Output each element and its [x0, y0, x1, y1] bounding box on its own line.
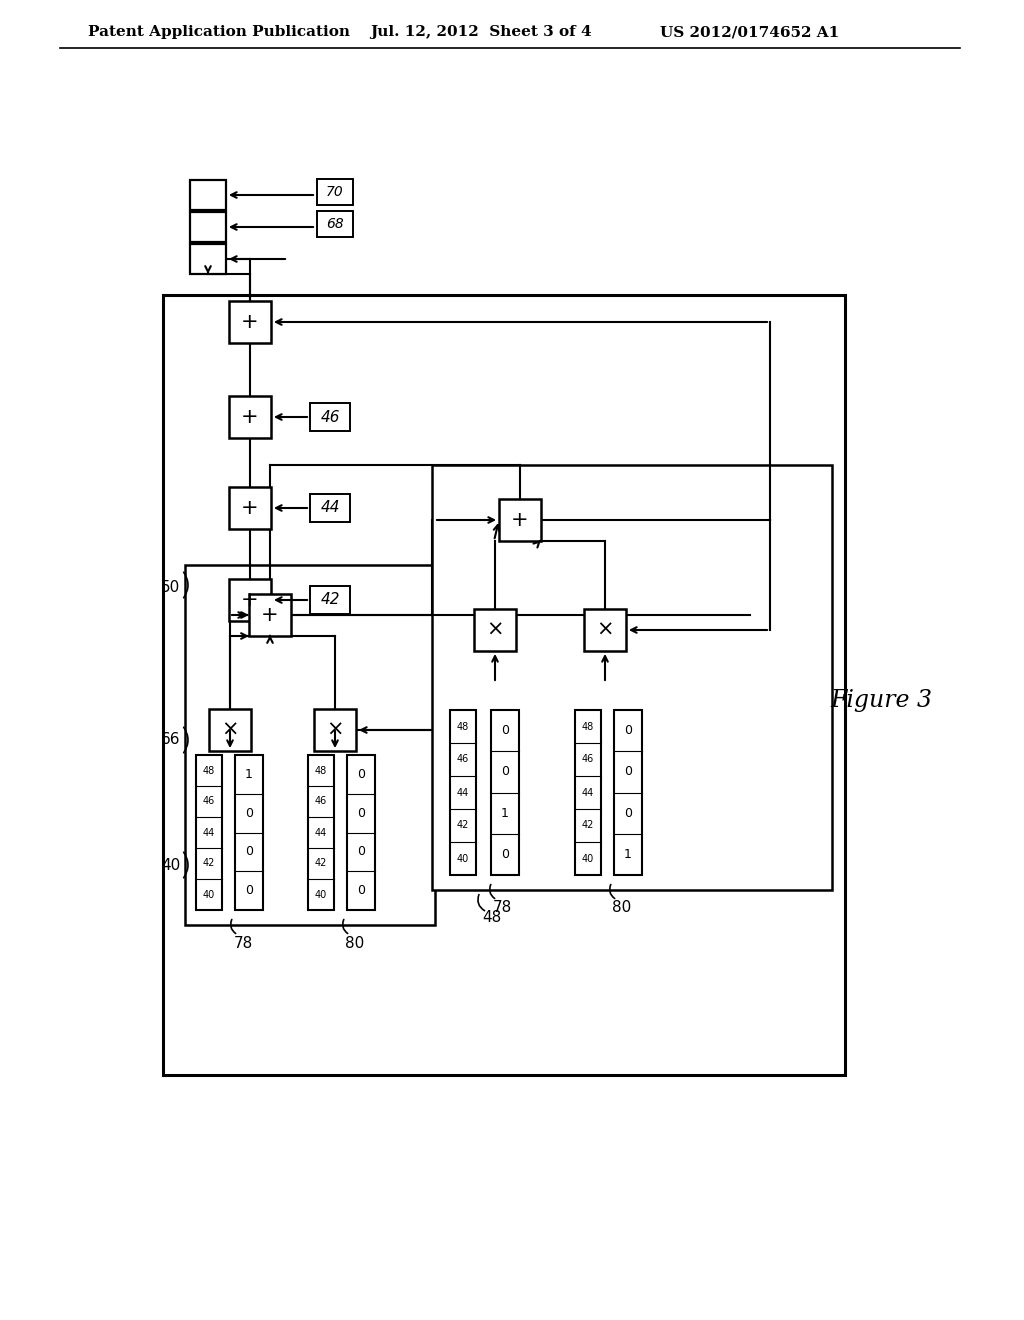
Text: +: + — [511, 510, 528, 531]
Text: 0: 0 — [624, 807, 632, 820]
FancyBboxPatch shape — [314, 709, 356, 751]
Text: 0: 0 — [624, 766, 632, 779]
FancyBboxPatch shape — [196, 755, 222, 909]
Text: Figure 3: Figure 3 — [830, 689, 932, 711]
Text: 0: 0 — [501, 847, 509, 861]
Text: 46: 46 — [582, 755, 594, 764]
Text: 0: 0 — [357, 884, 365, 898]
Text: 0: 0 — [624, 725, 632, 737]
Text: 70: 70 — [326, 185, 344, 199]
Text: +: + — [242, 498, 259, 517]
Text: 0: 0 — [501, 725, 509, 737]
Text: ×: × — [327, 719, 344, 741]
FancyBboxPatch shape — [499, 499, 541, 541]
Text: 48: 48 — [457, 722, 469, 731]
Text: 80: 80 — [345, 936, 365, 950]
FancyBboxPatch shape — [584, 609, 626, 651]
Text: 46: 46 — [321, 409, 340, 425]
FancyBboxPatch shape — [317, 211, 353, 238]
Text: 1: 1 — [624, 847, 632, 861]
Text: 48: 48 — [314, 766, 327, 776]
FancyBboxPatch shape — [190, 180, 226, 210]
Text: +: + — [261, 605, 279, 624]
Text: 48: 48 — [203, 766, 215, 776]
Text: 0: 0 — [501, 766, 509, 779]
Text: 40: 40 — [582, 854, 594, 863]
Text: 68: 68 — [326, 216, 344, 231]
FancyBboxPatch shape — [229, 579, 271, 620]
Text: +: + — [242, 312, 259, 333]
Text: 42: 42 — [203, 858, 215, 869]
Text: 46: 46 — [314, 796, 327, 807]
Text: 0: 0 — [357, 768, 365, 781]
Text: 46: 46 — [203, 796, 215, 807]
Text: 48: 48 — [582, 722, 594, 731]
Text: 48: 48 — [482, 911, 502, 925]
FancyBboxPatch shape — [305, 730, 406, 915]
Text: 40: 40 — [161, 858, 180, 873]
Text: 80: 80 — [612, 900, 632, 916]
FancyBboxPatch shape — [310, 586, 350, 614]
Text: 42: 42 — [314, 858, 328, 869]
FancyBboxPatch shape — [347, 755, 375, 909]
Text: ×: × — [596, 620, 613, 640]
FancyBboxPatch shape — [317, 180, 353, 205]
Text: ×: × — [221, 719, 239, 741]
FancyBboxPatch shape — [229, 301, 271, 343]
Text: 44: 44 — [457, 788, 469, 797]
Text: 0: 0 — [245, 845, 253, 858]
Text: 0: 0 — [245, 807, 253, 820]
FancyBboxPatch shape — [572, 685, 672, 880]
Text: 40: 40 — [203, 890, 215, 899]
FancyBboxPatch shape — [447, 685, 557, 880]
Text: +: + — [242, 407, 259, 426]
FancyBboxPatch shape — [234, 755, 263, 909]
Text: 44: 44 — [321, 500, 340, 516]
Text: 46: 46 — [457, 755, 469, 764]
FancyBboxPatch shape — [308, 755, 334, 909]
Text: 78: 78 — [493, 900, 512, 916]
Text: ×: × — [486, 620, 504, 640]
Text: Jul. 12, 2012  Sheet 3 of 4: Jul. 12, 2012 Sheet 3 of 4 — [370, 25, 592, 40]
FancyBboxPatch shape — [432, 465, 831, 890]
FancyBboxPatch shape — [249, 594, 291, 636]
Text: US 2012/0174652 A1: US 2012/0174652 A1 — [660, 25, 840, 40]
Text: 44: 44 — [314, 828, 327, 837]
Text: 0: 0 — [357, 845, 365, 858]
FancyBboxPatch shape — [310, 403, 350, 432]
Text: 42: 42 — [582, 821, 594, 830]
Text: 1: 1 — [245, 768, 253, 781]
Text: Patent Application Publication: Patent Application Publication — [88, 25, 350, 40]
Text: 44: 44 — [582, 788, 594, 797]
FancyBboxPatch shape — [229, 487, 271, 529]
FancyBboxPatch shape — [490, 710, 519, 875]
FancyBboxPatch shape — [229, 396, 271, 438]
Text: 50: 50 — [161, 579, 180, 595]
Text: 40: 40 — [457, 854, 469, 863]
FancyBboxPatch shape — [450, 710, 476, 875]
Text: 66: 66 — [161, 733, 180, 747]
FancyBboxPatch shape — [190, 244, 226, 275]
Text: 1: 1 — [501, 807, 509, 820]
FancyBboxPatch shape — [209, 709, 251, 751]
Text: 0: 0 — [245, 884, 253, 898]
FancyBboxPatch shape — [193, 730, 293, 915]
Text: 42: 42 — [457, 821, 469, 830]
FancyBboxPatch shape — [185, 565, 435, 925]
FancyBboxPatch shape — [474, 609, 516, 651]
Text: 40: 40 — [314, 890, 327, 899]
Text: +: + — [242, 590, 259, 610]
Text: 0: 0 — [357, 807, 365, 820]
Text: 78: 78 — [233, 936, 253, 950]
FancyBboxPatch shape — [190, 213, 226, 242]
FancyBboxPatch shape — [163, 294, 845, 1074]
FancyBboxPatch shape — [310, 494, 350, 521]
Text: 44: 44 — [203, 828, 215, 837]
Text: 42: 42 — [321, 593, 340, 607]
FancyBboxPatch shape — [614, 710, 642, 875]
FancyBboxPatch shape — [575, 710, 601, 875]
